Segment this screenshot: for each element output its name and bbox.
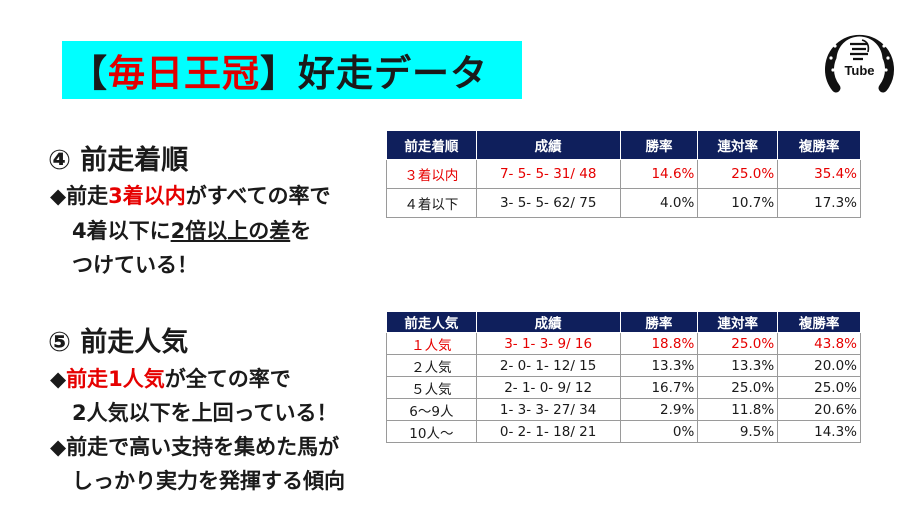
column-header: 前走人気 — [386, 311, 477, 333]
row-show-rate: 17.3% — [777, 188, 861, 218]
page-title: 【毎日王冠】好走データ — [62, 41, 522, 99]
row-place-rate: 11.8% — [697, 398, 779, 421]
table-row: ４着以下 3- 5- 5- 62/ 75 4.0% 10.7% 17.3% — [386, 188, 861, 218]
row-win-rate: 0% — [619, 420, 699, 443]
row-record: 3- 5- 5- 62/ 75 — [475, 188, 621, 218]
section5-line-2: 2人気以下を上回っている！ — [72, 401, 338, 425]
row-place-rate: 9.5% — [697, 420, 779, 443]
row-place-rate: 25.0% — [697, 159, 779, 189]
row-win-rate: 4.0% — [619, 188, 699, 218]
table-row: ２人気 2- 0- 1- 12/ 15 13.3% 13.3% 20.0% — [386, 354, 861, 377]
row-record: 7- 5- 5- 31/ 48 — [475, 159, 621, 189]
row-label: １人気 — [386, 332, 477, 355]
column-header: 連対率 — [697, 311, 779, 333]
table-row: ５人気 2- 1- 0- 9/ 12 16.7% 25.0% 25.0% — [386, 376, 861, 399]
column-header: 連対率 — [697, 130, 779, 160]
logo-text: Tube — [844, 63, 874, 78]
row-win-rate: 18.8% — [619, 332, 699, 355]
section4-line-3: つけている！ — [72, 253, 198, 277]
section5-highlight: 前走1人気 — [66, 367, 165, 391]
row-record: 0- 2- 1- 18/ 21 — [475, 420, 621, 443]
row-place-rate: 10.7% — [697, 188, 779, 218]
row-label: 10人～ — [386, 420, 477, 443]
column-header: 前走着順 — [386, 130, 477, 160]
row-show-rate: 35.4% — [777, 159, 861, 189]
section5-heading: ⑤ 前走人気 — [48, 327, 189, 358]
table-header-row: 前走着順 成績 勝率 連対率 複勝率 — [386, 130, 861, 160]
table-row: ３着以内 7- 5- 5- 31/ 48 14.6% 25.0% 35.4% — [386, 159, 861, 189]
row-place-rate: 13.3% — [697, 354, 779, 377]
table-previous-popularity: 前走人気 成績 勝率 連対率 複勝率 １人気 3- 1- 3- 9/ 16 18… — [386, 311, 861, 443]
table-row: 10人～ 0- 2- 1- 18/ 21 0% 9.5% 14.3% — [386, 420, 861, 443]
column-header: 成績 — [475, 130, 621, 160]
column-header: 勝率 — [619, 130, 699, 160]
row-place-rate: 25.0% — [697, 332, 779, 355]
column-header: 勝率 — [619, 311, 699, 333]
section4-line-1: ◆前走3着以内がすべての率で — [50, 184, 331, 208]
column-header: 複勝率 — [777, 130, 861, 160]
row-show-rate: 14.3% — [777, 420, 861, 443]
table-header-row: 前走人気 成績 勝率 連対率 複勝率 — [386, 311, 861, 333]
section5-line-1: ◆前走1人気が全ての率で — [50, 367, 291, 391]
row-record: 2- 1- 0- 9/ 12 — [475, 376, 621, 399]
section4-highlight: 3着以内 — [108, 184, 186, 208]
title-highlight: 毎日王冠 — [108, 52, 260, 95]
section5-line-4: しっかり実力を発揮する傾向 — [72, 469, 345, 493]
section4-heading: ④ 前走着順 — [48, 145, 189, 176]
table-previous-finish: 前走着順 成績 勝率 連対率 複勝率 ３着以内 7- 5- 5- 31/ 48 … — [386, 130, 861, 218]
row-record: 3- 1- 3- 9/ 16 — [475, 332, 621, 355]
row-label: ３着以内 — [386, 159, 477, 189]
row-label: ５人気 — [386, 376, 477, 399]
row-win-rate: 16.7% — [619, 376, 699, 399]
column-header: 複勝率 — [777, 311, 861, 333]
horseshoe-logo-icon: Tube — [825, 34, 894, 93]
row-win-rate: 2.9% — [619, 398, 699, 421]
row-label: ２人気 — [386, 354, 477, 377]
row-win-rate: 14.6% — [619, 159, 699, 189]
section5-line-3: ◆前走で高い支持を集めた馬が — [50, 435, 340, 459]
column-header: 成績 — [475, 311, 621, 333]
title-rest: 好走データ — [298, 52, 488, 95]
row-show-rate: 25.0% — [777, 376, 861, 399]
section4-underline: 2倍以上の差 — [170, 219, 291, 243]
row-label: ４着以下 — [386, 188, 477, 218]
row-win-rate: 13.3% — [619, 354, 699, 377]
row-place-rate: 25.0% — [697, 376, 779, 399]
row-label: 6～9人 — [386, 398, 477, 421]
title-bracket-close: 】 — [260, 52, 298, 95]
table-row: 6～9人 1- 3- 3- 27/ 34 2.9% 11.8% 20.6% — [386, 398, 861, 421]
row-record: 2- 0- 1- 12/ 15 — [475, 354, 621, 377]
table-row: １人気 3- 1- 3- 9/ 16 18.8% 25.0% 43.8% — [386, 332, 861, 355]
section4-line-2: 4着以下に2倍以上の差を — [72, 219, 312, 243]
row-show-rate: 20.0% — [777, 354, 861, 377]
row-show-rate: 20.6% — [777, 398, 861, 421]
row-record: 1- 3- 3- 27/ 34 — [475, 398, 621, 421]
title-bracket-open: 【 — [70, 52, 108, 95]
logo: Tube — [822, 22, 897, 97]
row-show-rate: 43.8% — [777, 332, 861, 355]
